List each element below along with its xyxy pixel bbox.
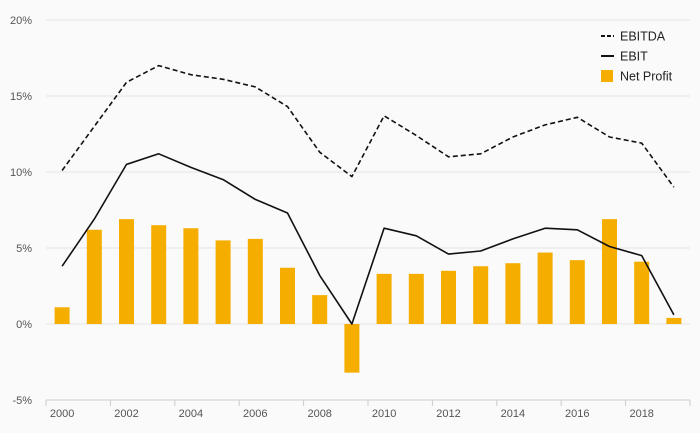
net-profit-bar	[408, 273, 424, 324]
y-tick-label: 5%	[16, 243, 32, 255]
legend: EBITDA EBIT Net Profit	[601, 30, 673, 84]
x-tick-label: 2010	[372, 408, 396, 420]
net-profit-bar	[376, 273, 392, 324]
legend-swatch-net-profit	[601, 70, 613, 82]
net-profit-bar	[537, 252, 553, 324]
net-profit-bars	[54, 219, 682, 373]
ebitda-line	[61, 64, 675, 188]
legend-label-ebit: EBIT	[620, 50, 648, 64]
x-tick-label: 2016	[565, 408, 589, 420]
net-profit-bar	[312, 295, 328, 324]
axes: -5% 0% 5% 10% 15% 20% 2000 2002 2004 2006 2008 2010…	[10, 15, 691, 420]
net-profit-bar	[441, 270, 456, 324]
y-tick-label: -5%	[12, 395, 32, 407]
net-profit-bar	[215, 240, 231, 324]
net-profit-bar	[505, 263, 521, 324]
x-tick-label: 2004	[179, 408, 203, 420]
y-tick-label: 10%	[10, 167, 32, 179]
x-tick-label: 2002	[114, 408, 138, 420]
x-tick-label: 2012	[436, 408, 460, 420]
net-profit-bar	[119, 219, 134, 324]
net-profit-bar	[280, 267, 295, 324]
net-profit-bar	[473, 266, 489, 324]
net-profit-bar	[666, 317, 682, 324]
x-tick-label: 2000	[50, 408, 74, 420]
x-tick-label: 2008	[307, 408, 331, 420]
line-series	[61, 64, 675, 325]
legend-label-ebitda: EBITDA	[620, 30, 666, 44]
y-tick-label: 0%	[16, 319, 32, 331]
y-tick-label: 20%	[10, 15, 32, 27]
ebit-line	[61, 153, 675, 325]
x-tick-label: 2014	[501, 408, 525, 420]
x-tick-label: 2018	[629, 408, 653, 420]
legend-label-net-profit: Net Profit	[620, 70, 673, 84]
net-profit-bar	[344, 324, 360, 373]
net-profit-bar	[602, 219, 617, 324]
grid-lines	[46, 19, 690, 401]
net-profit-bar	[183, 228, 199, 324]
y-tick-label: 15%	[10, 91, 32, 103]
net-profit-bar	[54, 307, 70, 324]
net-profit-bar	[86, 229, 102, 324]
net-profit-bar	[634, 261, 650, 324]
net-profit-bar	[151, 225, 167, 324]
net-profit-bar	[247, 238, 263, 324]
net-profit-bar	[569, 260, 585, 324]
x-tick-label: 2006	[243, 408, 267, 420]
